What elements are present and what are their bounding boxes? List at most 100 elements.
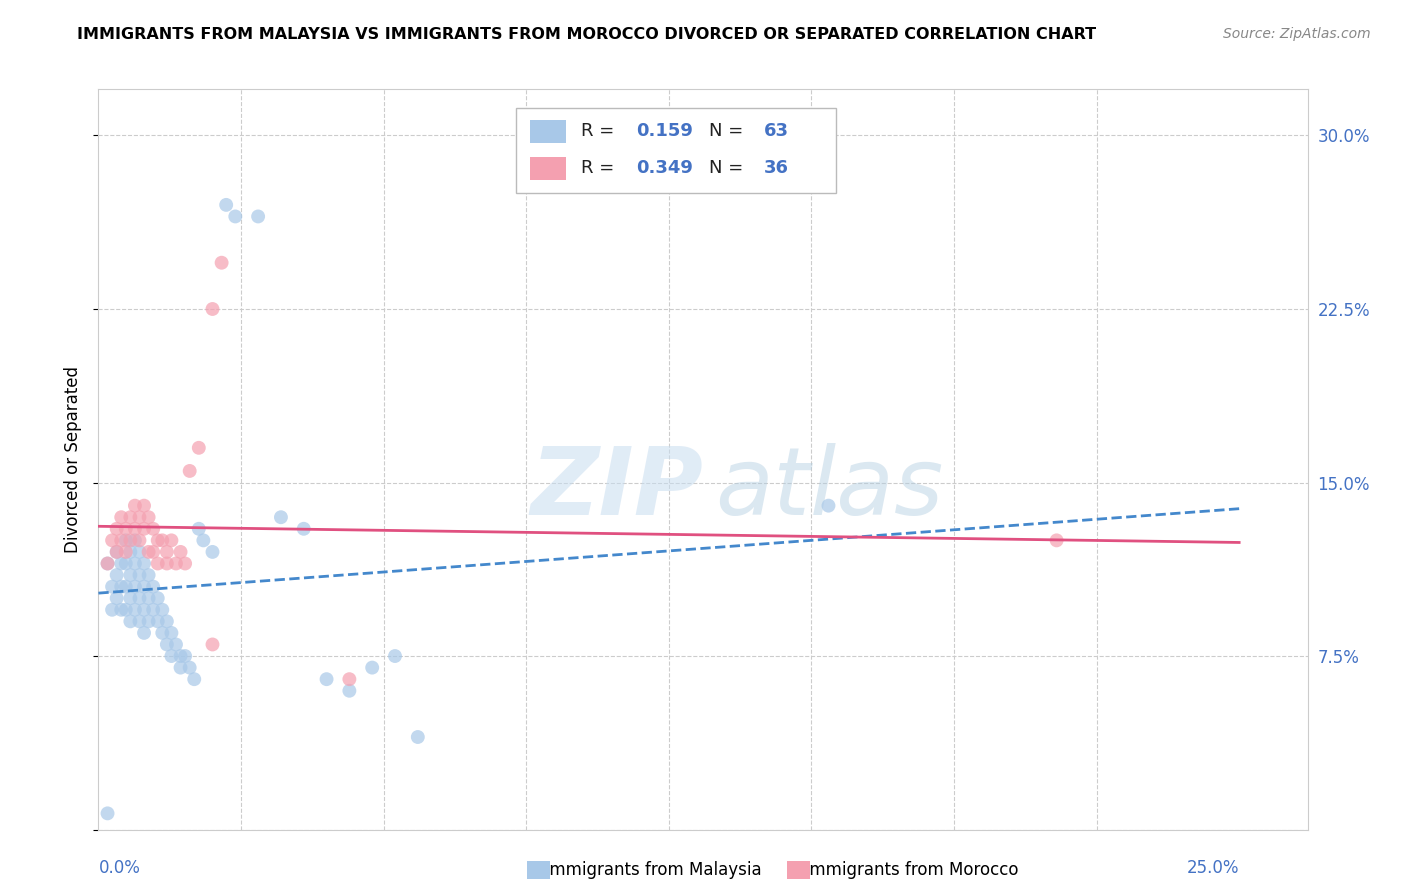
Point xyxy=(120,510,142,524)
Point xyxy=(156,615,179,629)
Text: 0.0%: 0.0% xyxy=(98,859,141,877)
Point xyxy=(315,672,337,686)
Point xyxy=(132,557,155,571)
Point xyxy=(101,533,124,548)
Point xyxy=(146,615,169,629)
Point xyxy=(128,533,150,548)
Point xyxy=(150,626,173,640)
Point xyxy=(817,499,839,513)
Point xyxy=(124,499,146,513)
Point xyxy=(142,603,165,617)
Point xyxy=(160,626,183,640)
Point xyxy=(138,545,160,559)
Point xyxy=(124,557,146,571)
Point xyxy=(132,522,155,536)
Point xyxy=(105,568,128,582)
Point xyxy=(156,545,179,559)
Point xyxy=(156,637,179,651)
Point xyxy=(132,626,155,640)
Point xyxy=(120,533,142,548)
Point xyxy=(1046,533,1069,548)
Text: Source: ZipAtlas.com: Source: ZipAtlas.com xyxy=(1223,27,1371,41)
Text: IMMIGRANTS FROM MALAYSIA VS IMMIGRANTS FROM MOROCCO DIVORCED OR SEPARATED CORREL: IMMIGRANTS FROM MALAYSIA VS IMMIGRANTS F… xyxy=(77,27,1097,42)
Point xyxy=(165,557,187,571)
Point xyxy=(169,545,191,559)
Point xyxy=(110,533,132,548)
Point xyxy=(110,510,132,524)
Point xyxy=(156,557,179,571)
Point xyxy=(201,637,224,651)
Point xyxy=(169,648,191,663)
Text: 0.159: 0.159 xyxy=(637,122,693,140)
Point xyxy=(114,533,136,548)
Point xyxy=(193,533,215,548)
Point xyxy=(146,533,169,548)
Point xyxy=(124,580,146,594)
Point xyxy=(105,591,128,606)
Point xyxy=(270,510,292,524)
Point xyxy=(179,464,201,478)
Point xyxy=(138,591,160,606)
Point xyxy=(110,580,132,594)
Point xyxy=(120,545,142,559)
Point xyxy=(124,522,146,536)
Text: 25.0%: 25.0% xyxy=(1187,859,1239,877)
Point xyxy=(211,256,233,270)
Point xyxy=(169,660,191,674)
Point xyxy=(105,545,128,559)
Point xyxy=(165,637,187,651)
Point xyxy=(138,568,160,582)
Point xyxy=(128,510,150,524)
Point xyxy=(120,568,142,582)
Text: N =: N = xyxy=(709,160,749,178)
Point xyxy=(128,568,150,582)
Point xyxy=(215,198,238,212)
Text: N =: N = xyxy=(709,122,749,140)
Bar xyxy=(530,120,567,143)
Text: atlas: atlas xyxy=(716,443,943,534)
Point xyxy=(292,522,315,536)
Point xyxy=(179,660,201,674)
Bar xyxy=(530,157,567,179)
Point xyxy=(114,580,136,594)
Point xyxy=(132,499,155,513)
Point xyxy=(105,545,128,559)
Point xyxy=(120,591,142,606)
Point xyxy=(128,545,150,559)
Point xyxy=(114,557,136,571)
Text: 36: 36 xyxy=(763,160,789,178)
Point xyxy=(96,557,118,571)
Text: 63: 63 xyxy=(763,122,789,140)
Point xyxy=(247,210,270,224)
Point xyxy=(138,615,160,629)
Point xyxy=(183,672,205,686)
Point xyxy=(150,603,173,617)
Point xyxy=(132,580,155,594)
Point xyxy=(101,580,124,594)
Point xyxy=(128,615,150,629)
Point xyxy=(138,510,160,524)
Text: Immigrants from Malaysia: Immigrants from Malaysia xyxy=(534,861,762,879)
Point xyxy=(201,301,224,316)
Point xyxy=(120,615,142,629)
Point xyxy=(384,648,406,663)
Point xyxy=(101,603,124,617)
Point xyxy=(174,557,197,571)
Point xyxy=(361,660,384,674)
Point xyxy=(105,522,128,536)
Point xyxy=(187,441,209,455)
Point xyxy=(114,522,136,536)
Point xyxy=(146,557,169,571)
Text: 0.349: 0.349 xyxy=(637,160,693,178)
Point xyxy=(110,557,132,571)
Point xyxy=(146,591,169,606)
Point xyxy=(96,806,118,821)
Point xyxy=(128,591,150,606)
FancyBboxPatch shape xyxy=(516,108,837,193)
Point xyxy=(160,533,183,548)
Point xyxy=(142,545,165,559)
Point xyxy=(96,557,118,571)
Point xyxy=(150,533,173,548)
Point xyxy=(337,672,360,686)
Y-axis label: Divorced or Separated: Divorced or Separated xyxy=(65,366,83,553)
